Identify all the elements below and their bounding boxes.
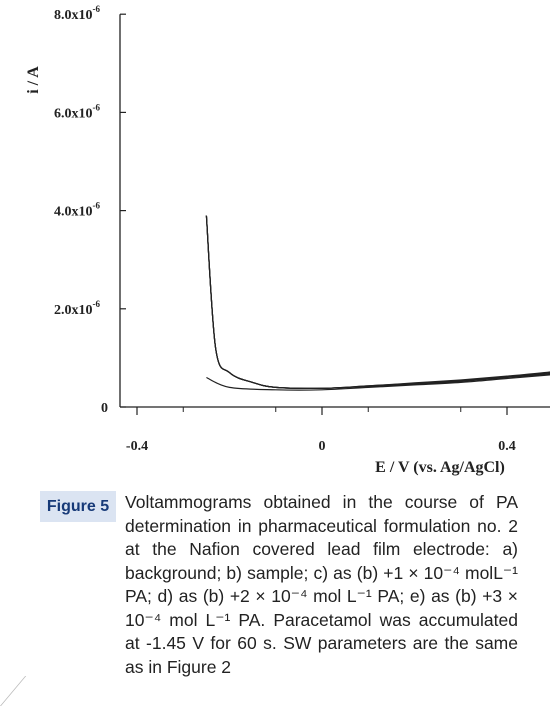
figure-caption: Figure 5 Voltammograms obtained in the c… bbox=[40, 491, 518, 679]
x-axis-title: E / V (vs. Ag/AgCl) bbox=[375, 459, 505, 476]
x-tick-label: 0.4 bbox=[498, 439, 516, 454]
x-tick-label: 0 bbox=[319, 439, 326, 454]
y-tick-exponent: -6 bbox=[93, 102, 101, 112]
y-tick-label: 4.0x10-6 bbox=[54, 201, 100, 220]
y-tick-exponent: -6 bbox=[93, 4, 101, 14]
y-tick-exponent: -6 bbox=[93, 201, 101, 211]
x-tick-label: -0.4 bbox=[126, 439, 148, 454]
figure-label-badge: Figure 5 bbox=[40, 491, 116, 522]
series-line-b bbox=[205, 215, 550, 389]
series-line-e bbox=[205, 215, 550, 390]
series-line-d bbox=[205, 215, 550, 390]
y-tick-label: 0 bbox=[101, 401, 108, 416]
series-line-a bbox=[206, 374, 550, 391]
curves bbox=[205, 215, 550, 391]
y-tick-label: 6.0x10-6 bbox=[54, 102, 100, 121]
y-axis-title: i / A bbox=[25, 66, 42, 94]
voltammogram-chart: 0 2.0x10-6 4.0x10-6 6.0x10-6 8.0x10-6 -0.4 0 0.… bbox=[25, 4, 550, 476]
y-tick-exponent: -6 bbox=[93, 299, 101, 309]
axes: 0 2.0x10-6 4.0x10-6 6.0x10-6 8.0x10-6 -0.4 0 0.… bbox=[54, 4, 550, 454]
caption-text: Voltammograms obtained in the course of … bbox=[125, 492, 518, 677]
y-tick-label: 8.0x10-6 bbox=[54, 4, 100, 23]
series-line-c bbox=[205, 215, 550, 389]
y-tick-label: 2.0x10-6 bbox=[54, 299, 100, 318]
page-corner-mark bbox=[0, 676, 57, 706]
